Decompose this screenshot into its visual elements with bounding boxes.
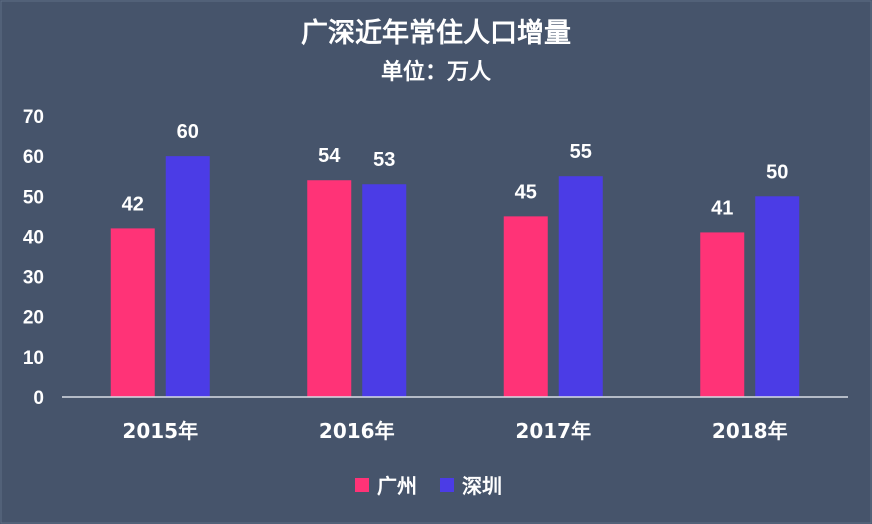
bar bbox=[503, 216, 548, 397]
y-tick-label: 60 bbox=[23, 147, 44, 168]
bar bbox=[755, 196, 800, 397]
data-labels-group: 42 60 54 53 45 55 41 50 bbox=[122, 121, 789, 219]
y-axis: 0 10 20 30 40 50 60 70 bbox=[23, 107, 44, 409]
legend-label: 广州 bbox=[377, 474, 417, 498]
x-tick-label: 2016年 bbox=[319, 419, 395, 443]
x-tick-label: 2015年 bbox=[122, 419, 198, 443]
y-tick-label: 30 bbox=[23, 268, 44, 289]
bar bbox=[110, 228, 155, 397]
data-label: 55 bbox=[570, 141, 592, 163]
y-tick-label: 70 bbox=[23, 107, 44, 128]
data-label: 60 bbox=[177, 121, 199, 143]
bar bbox=[700, 232, 745, 397]
data-label: 45 bbox=[515, 181, 537, 203]
legend-label: 深圳 bbox=[462, 474, 502, 498]
data-label: 54 bbox=[318, 145, 341, 167]
bars-group bbox=[110, 156, 800, 397]
data-label: 50 bbox=[766, 161, 788, 183]
data-label: 41 bbox=[711, 197, 733, 219]
legend: 广州 深圳 bbox=[355, 474, 502, 498]
y-tick-label: 50 bbox=[23, 187, 44, 208]
legend-swatch bbox=[355, 478, 369, 492]
x-tick-label: 2018年 bbox=[712, 419, 788, 443]
data-label: 42 bbox=[122, 193, 144, 215]
bar bbox=[362, 184, 407, 397]
y-tick-label: 0 bbox=[33, 388, 44, 409]
bar bbox=[165, 156, 210, 397]
chart-title: 广深近年常住人口增量 bbox=[301, 17, 571, 49]
y-tick-label: 40 bbox=[23, 227, 44, 248]
bar bbox=[307, 180, 352, 397]
y-tick-label: 10 bbox=[23, 348, 44, 369]
chart-subtitle: 单位：万人 bbox=[381, 59, 491, 85]
x-axis: 2015年 2016年 2017年 2018年 bbox=[122, 419, 787, 443]
x-tick-label: 2017年 bbox=[515, 419, 591, 443]
y-tick-label: 20 bbox=[23, 308, 44, 329]
bar bbox=[558, 176, 603, 397]
data-label: 53 bbox=[373, 149, 395, 171]
legend-swatch bbox=[440, 478, 454, 492]
